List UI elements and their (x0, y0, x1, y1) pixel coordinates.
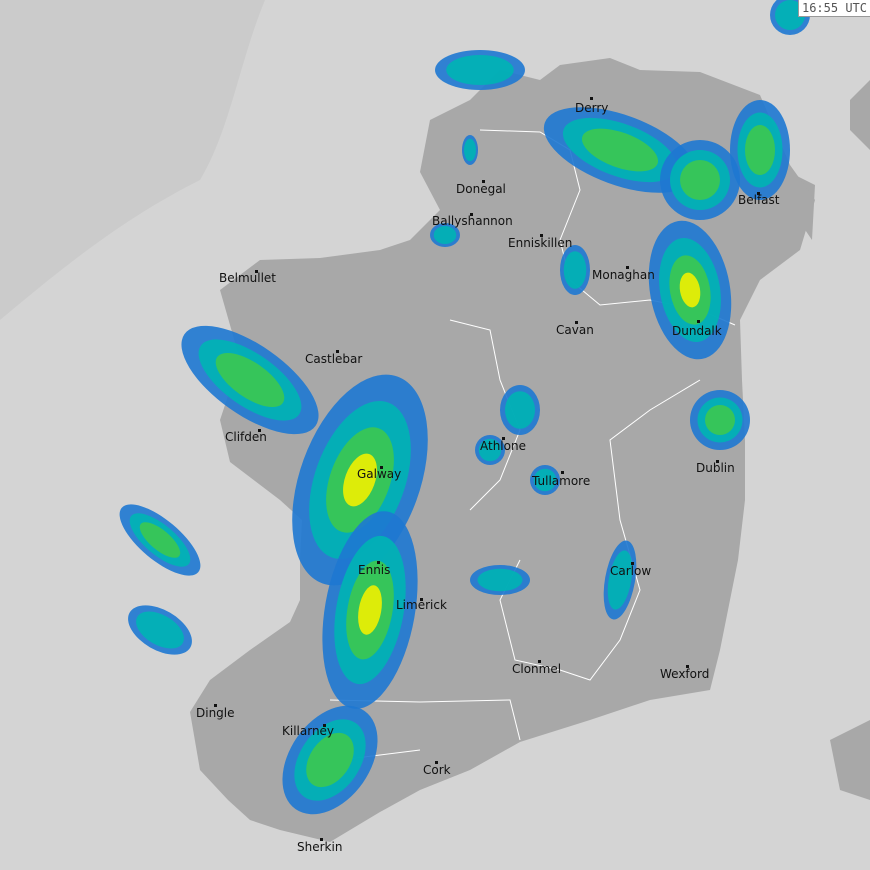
rain-cell (358, 585, 382, 635)
city-label: Dundalk (672, 324, 722, 338)
city-label: Belfast (738, 193, 780, 207)
city-dot (323, 724, 326, 727)
city-dot (482, 180, 485, 183)
city-label: Dublin (696, 461, 735, 475)
city-label: Ennis (358, 563, 391, 577)
city-label: Dingle (196, 706, 235, 720)
rain-cell (705, 405, 735, 435)
rain-cell (215, 352, 285, 408)
timestamp: 16:55 UTC (797, 0, 870, 17)
city-dot (631, 562, 634, 565)
city-label: Enniskillen (508, 236, 573, 250)
city-dot (626, 266, 629, 269)
rain-cell (533, 468, 557, 492)
city-dot (757, 192, 760, 195)
rain-cell (680, 160, 720, 200)
great-britain-land (795, 80, 870, 800)
city-label: Sherkin (297, 840, 343, 854)
rain-cell (581, 128, 659, 172)
rain-cell (343, 453, 377, 507)
rain-cell (433, 226, 457, 244)
city-dot (377, 561, 380, 564)
city-label: Ballyshannon (432, 214, 513, 228)
city-dot (320, 838, 323, 841)
rain-cell (679, 272, 701, 308)
city-label: Athlone (480, 439, 526, 453)
city-dot (561, 471, 564, 474)
city-dot (697, 320, 700, 323)
rain-cell (446, 55, 514, 85)
city-dot (716, 460, 719, 463)
rain-cell (139, 522, 181, 558)
rain-cell (478, 438, 502, 462)
city-dot (686, 665, 689, 668)
city-dot (575, 321, 578, 324)
city-dot (502, 437, 505, 440)
rain-cell (477, 568, 523, 592)
city-label: Monaghan (592, 268, 655, 282)
city-label: Wexford (660, 667, 710, 681)
rain-cell (136, 611, 184, 649)
city-dot (255, 270, 258, 273)
city-label: Killarney (282, 724, 335, 738)
city-dot (258, 429, 261, 432)
rain-cell (505, 391, 535, 429)
city-dot (420, 598, 423, 601)
city-label: Cork (423, 763, 451, 777)
rain-layer (119, 0, 810, 815)
rain-cell (745, 125, 775, 175)
rain-cell (775, 0, 805, 30)
outer-sea (0, 0, 265, 320)
city-dot (538, 660, 541, 663)
city-dot (336, 350, 339, 353)
city-dot (380, 466, 383, 469)
city-label: Clifden (225, 430, 267, 444)
city-dot (590, 97, 593, 100)
city-label: Castlebar (305, 352, 363, 366)
city-label: Galway (357, 467, 402, 481)
city-dot (435, 761, 438, 764)
city-label: Limerick (396, 598, 447, 612)
city-dot (214, 704, 217, 707)
city-label: Belmullet (219, 271, 276, 285)
rain-cell (563, 251, 587, 289)
city-label: Donegal (456, 182, 506, 196)
city-label: Tullamore (532, 474, 591, 488)
rain-cell (464, 138, 476, 162)
city-dot (470, 213, 473, 216)
city-label: Clonmel (512, 662, 562, 676)
city-label: Carlow (610, 564, 652, 578)
city-label: Derry (575, 101, 609, 115)
city-label: Cavan (556, 323, 594, 337)
rain-cell (306, 732, 354, 788)
rain-cell (607, 550, 633, 610)
city-dot (540, 234, 543, 237)
